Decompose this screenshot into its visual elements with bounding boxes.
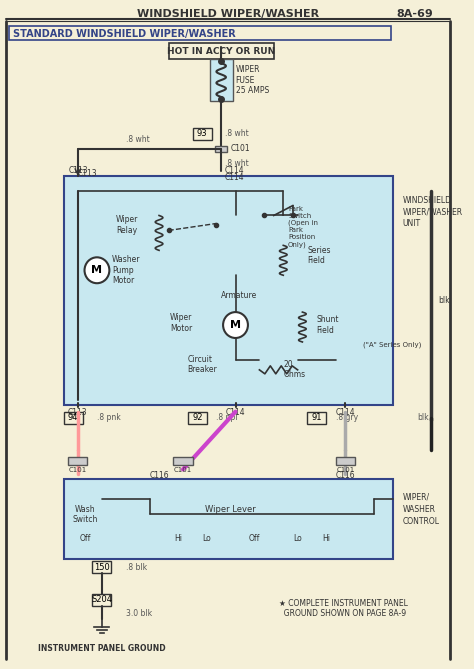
Text: Off: Off — [80, 534, 91, 543]
Text: C114: C114 — [226, 407, 246, 417]
Text: .8 wht: .8 wht — [126, 134, 149, 144]
Text: C101: C101 — [231, 145, 250, 153]
Bar — [68, 458, 87, 466]
Bar — [173, 458, 192, 466]
Circle shape — [223, 312, 248, 338]
Text: WIPER
FUSE
25 AMPS: WIPER FUSE 25 AMPS — [236, 65, 269, 95]
Text: .8 blk: .8 blk — [126, 563, 147, 571]
Circle shape — [84, 258, 109, 283]
Text: C114: C114 — [336, 407, 355, 417]
Bar — [210, 59, 233, 101]
Text: S204: S204 — [91, 595, 112, 604]
Bar — [64, 480, 393, 559]
Text: 8A-69: 8A-69 — [397, 9, 433, 19]
Text: WIPER/
WASHER
CONTROL: WIPER/ WASHER CONTROL — [403, 493, 440, 526]
Text: 20
Ohms: 20 Ohms — [283, 360, 305, 379]
Text: C114: C114 — [225, 166, 245, 175]
Bar — [169, 43, 273, 59]
Text: WINDSHIELD WIPER/WASHER: WINDSHIELD WIPER/WASHER — [137, 9, 319, 19]
Text: STANDARD WINDSHIELD WIPER/WASHER: STANDARD WINDSHIELD WIPER/WASHER — [13, 29, 236, 39]
Text: Wiper Lever: Wiper Lever — [205, 505, 256, 514]
Text: 3.0 blk: 3.0 blk — [126, 609, 152, 618]
Bar — [192, 128, 211, 140]
Text: blk: blk — [438, 296, 450, 304]
Text: Wiper
Relay: Wiper Relay — [116, 215, 138, 235]
Text: ★ COMPLETE INSTRUMENT PANEL
  GROUND SHOWN ON PAGE 8A-9: ★ COMPLETE INSTRUMENT PANEL GROUND SHOWN… — [279, 599, 407, 618]
Text: Washer
Pump
Motor: Washer Pump Motor — [112, 256, 141, 285]
Text: C101: C101 — [174, 468, 192, 474]
Text: ("A" Series Only): ("A" Series Only) — [364, 342, 422, 348]
Text: C113: C113 — [68, 407, 88, 417]
Text: 150: 150 — [94, 563, 109, 571]
Text: Series
Field: Series Field — [307, 246, 331, 265]
Text: C114: C114 — [225, 173, 245, 182]
Text: C101: C101 — [336, 468, 355, 474]
Bar — [307, 411, 326, 423]
Text: Circuit
Breaker: Circuit Breaker — [188, 355, 218, 375]
Text: C101: C101 — [69, 468, 87, 474]
Text: 92: 92 — [192, 413, 202, 422]
Text: blk: blk — [417, 413, 428, 422]
Text: 91: 91 — [311, 413, 322, 422]
Bar — [216, 146, 227, 152]
Text: C113: C113 — [78, 169, 98, 178]
Text: INSTRUMENT PANEL GROUND: INSTRUMENT PANEL GROUND — [38, 644, 165, 653]
Text: Lo: Lo — [202, 534, 211, 543]
Text: C116: C116 — [149, 472, 169, 480]
Text: Hi: Hi — [174, 534, 182, 543]
Text: 94: 94 — [68, 413, 78, 422]
Text: .8 pnk: .8 pnk — [97, 413, 121, 422]
Text: M: M — [230, 320, 241, 330]
Bar — [9, 26, 391, 40]
Text: Shunt
Field: Shunt Field — [317, 315, 339, 334]
Bar — [64, 176, 393, 405]
Text: 93: 93 — [197, 129, 207, 138]
Text: WINDSHIELD
WIPER/WASHER
UNIT: WINDSHIELD WIPER/WASHER UNIT — [403, 195, 463, 228]
Bar — [336, 458, 355, 466]
Bar — [92, 561, 111, 573]
Bar — [188, 411, 207, 423]
Bar — [64, 411, 82, 423]
Text: .8 gry: .8 gry — [336, 413, 358, 422]
Text: Off: Off — [249, 534, 260, 543]
Text: Armature: Armature — [221, 290, 257, 300]
Text: Hi: Hi — [322, 534, 330, 543]
Text: Lo: Lo — [293, 534, 302, 543]
Text: .8 wht: .8 wht — [225, 159, 249, 168]
Text: M: M — [91, 266, 102, 275]
Text: Park
Switch
(Open in
Park
Position
Only): Park Switch (Open in Park Position Only) — [288, 205, 318, 248]
Text: .8 ppl: .8 ppl — [217, 413, 238, 422]
Text: C113: C113 — [68, 166, 88, 175]
Text: C116: C116 — [336, 472, 355, 480]
Text: Wash
Switch: Wash Switch — [73, 504, 98, 524]
Bar — [92, 594, 111, 606]
Text: HOT IN ACCY OR RUN: HOT IN ACCY OR RUN — [167, 47, 275, 56]
Text: .8 wht: .8 wht — [225, 129, 249, 138]
Text: Wiper
Motor: Wiper Motor — [170, 313, 192, 332]
